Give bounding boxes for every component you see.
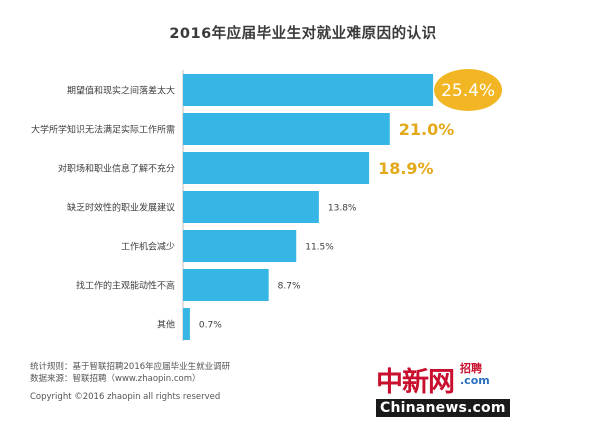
bar (183, 74, 434, 106)
category-label: 其他 (157, 319, 175, 331)
category-label: 对职场和职业信息了解不充分 (58, 163, 175, 175)
bar (183, 308, 190, 340)
chart-title: 2016年应届毕业生对就业难原因的认识 (169, 26, 437, 42)
category-label: 期望值和现实之间落差太大 (67, 85, 175, 97)
value-highlight-circle (434, 69, 503, 111)
watermark-side-top: 招聘 (460, 362, 482, 375)
bar (183, 113, 390, 145)
category-label: 大学所学知识无法满足实际工作所需 (31, 124, 175, 136)
category-label: 找工作的主观能动性不高 (76, 280, 175, 292)
copyright: Copyright ©2016 zhaopin all rights reser… (30, 392, 221, 402)
value-label: 0.7% (199, 321, 222, 331)
watermark-side-bottom: .com (460, 374, 490, 387)
footer-data-source: 数据来源：智联招聘（www.zhaopin.com） (30, 374, 201, 384)
category-label: 缺乏时效性的职业发展建议 (67, 202, 175, 214)
value-label: 21.0% (399, 120, 455, 139)
chinanews-watermark-logo: 中新网 (376, 367, 455, 398)
value-label: 13.8% (328, 204, 357, 214)
chinanews-watermark-text: Chinanews.com (376, 399, 510, 417)
footer-stats-rule: 统计规则：基于智联招聘2016年应届毕业生就业调研 (30, 362, 231, 372)
value-label: 11.5% (305, 243, 334, 253)
category-label: 工作机会减少 (121, 241, 175, 253)
bar (183, 152, 370, 184)
bar (183, 269, 269, 301)
value-label: 25.4% (441, 81, 495, 101)
bar (183, 230, 297, 262)
value-label: 8.7% (278, 282, 301, 292)
chinanews-watermark-side: 招聘 .com (460, 363, 490, 387)
bar (183, 191, 319, 223)
value-label: 18.9% (378, 159, 434, 178)
